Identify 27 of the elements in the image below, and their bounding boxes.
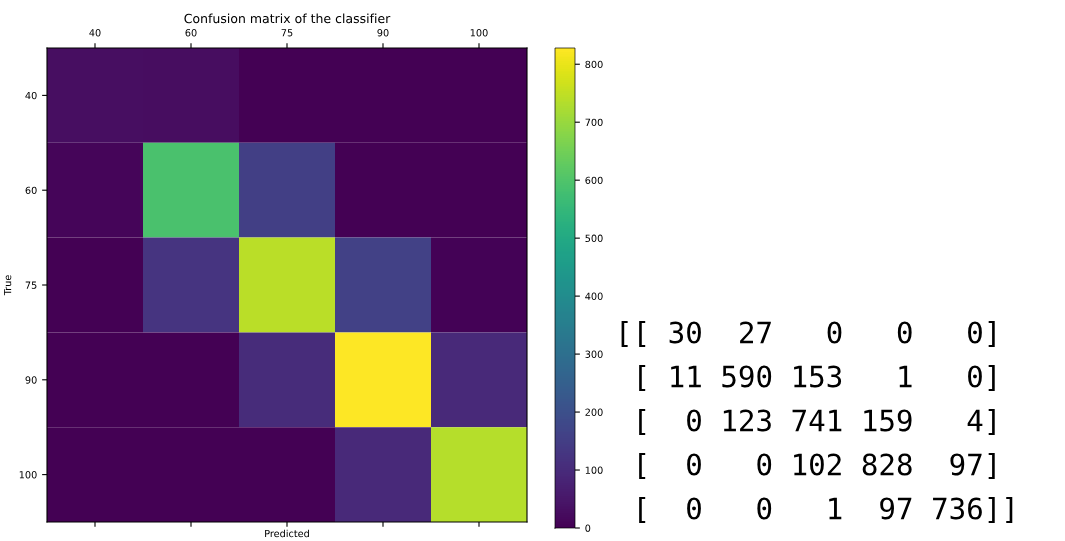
color-bar-label: 0 (585, 524, 591, 532)
y-tick-label: 75 (25, 281, 37, 289)
color-bar-label: 100 (585, 466, 603, 474)
text: [ 0 0 1 97 736]] (639, 496, 1013, 523)
x-axis-title: Predicted (265, 529, 309, 538)
x-tick-label: 60 (185, 29, 197, 37)
color-bar-label: 800 (585, 60, 603, 69)
color-bar-label: 700 (585, 118, 603, 127)
text: [[ 30 27 0 0 0] (621, 320, 995, 347)
color-bar-label: 600 (585, 176, 603, 185)
y-tick-label: 40 (25, 91, 37, 100)
y-axis-title: True (4, 275, 12, 296)
x-tick-label: 75 (281, 29, 293, 37)
x-tick-label: 40 (89, 29, 101, 37)
y-tick-label: 60 (25, 186, 37, 195)
color-bar-label: 300 (585, 350, 603, 358)
y-tick-label: 100 (19, 471, 37, 479)
text: [ 0 123 741 159 4] (639, 408, 995, 435)
chart-title: Confusion matrix of the classifier (184, 13, 391, 24)
x-tick-label: 90 (377, 29, 389, 37)
color-bar-label: 200 (585, 408, 603, 416)
color-bar-label: 400 (585, 292, 603, 300)
color-bar-label: 500 (585, 234, 603, 242)
x-tick-label: 100 (470, 29, 488, 37)
text: [ 11 590 153 1 0] (639, 364, 995, 391)
y-tick-label: 90 (25, 376, 37, 384)
text: [ 0 0 102 828 97] (639, 452, 995, 479)
